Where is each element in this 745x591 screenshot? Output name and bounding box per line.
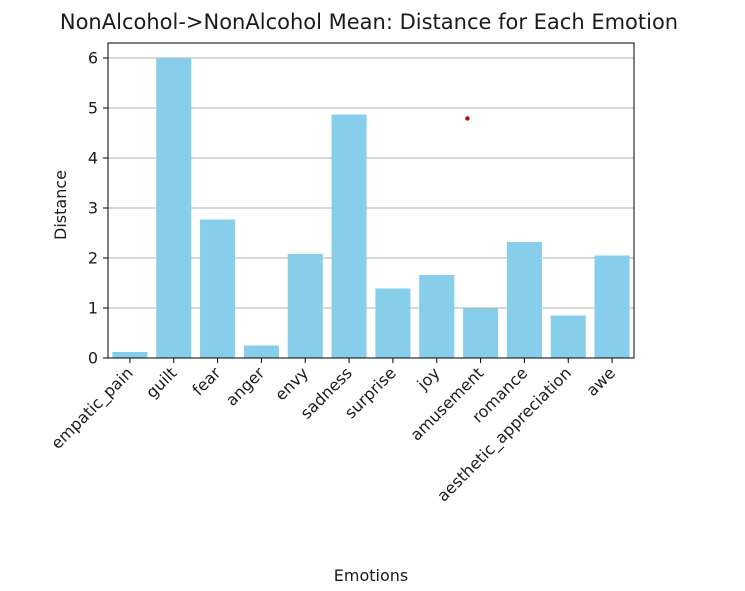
annotation-point: [465, 116, 470, 121]
x-axis-label: Emotions: [334, 566, 408, 585]
annotations: [465, 116, 470, 121]
plot-area-frame: [107, 42, 635, 359]
x-tick-label: joy: [413, 363, 444, 394]
x-tick-label: awe: [582, 363, 619, 400]
x-tick-label: empatic_pain: [47, 363, 137, 453]
bar-aesthetic_appreciation: [550, 315, 586, 358]
bar-envy: [287, 254, 323, 358]
bar-awe: [594, 255, 630, 358]
y-tick-label: 1: [88, 299, 98, 318]
bar-surprise: [375, 288, 411, 358]
bar-amusement: [463, 308, 499, 358]
y-tick-label: 2: [88, 249, 98, 268]
gridlines: [108, 57, 634, 309]
bar-sadness: [331, 114, 367, 358]
bar-anger: [243, 345, 279, 358]
bar-fear: [200, 219, 236, 358]
bar-empatic_pain: [112, 352, 148, 358]
bars: [112, 58, 630, 358]
bar-guilt: [156, 58, 192, 358]
y-axis-label: Distance: [51, 170, 70, 240]
x-tick-label: fear: [188, 363, 224, 399]
y-tick-label: 4: [88, 149, 98, 168]
x-tick-label: anger: [222, 363, 269, 410]
x-tick-label: envy: [271, 363, 312, 404]
bar-joy: [419, 275, 455, 358]
y-tick-label: 5: [88, 99, 98, 118]
y-tick-label: 0: [88, 349, 98, 368]
y-tick-label: 6: [88, 49, 98, 68]
bar-romance: [506, 242, 542, 358]
y-axis-ticks: 0 1 2 3 4 5 6: [88, 49, 108, 368]
x-tick-label: guilt: [142, 363, 181, 402]
y-tick-label: 3: [88, 199, 98, 218]
chart-title: NonAlcohol->NonAlcohol Mean: Distance fo…: [60, 10, 678, 34]
